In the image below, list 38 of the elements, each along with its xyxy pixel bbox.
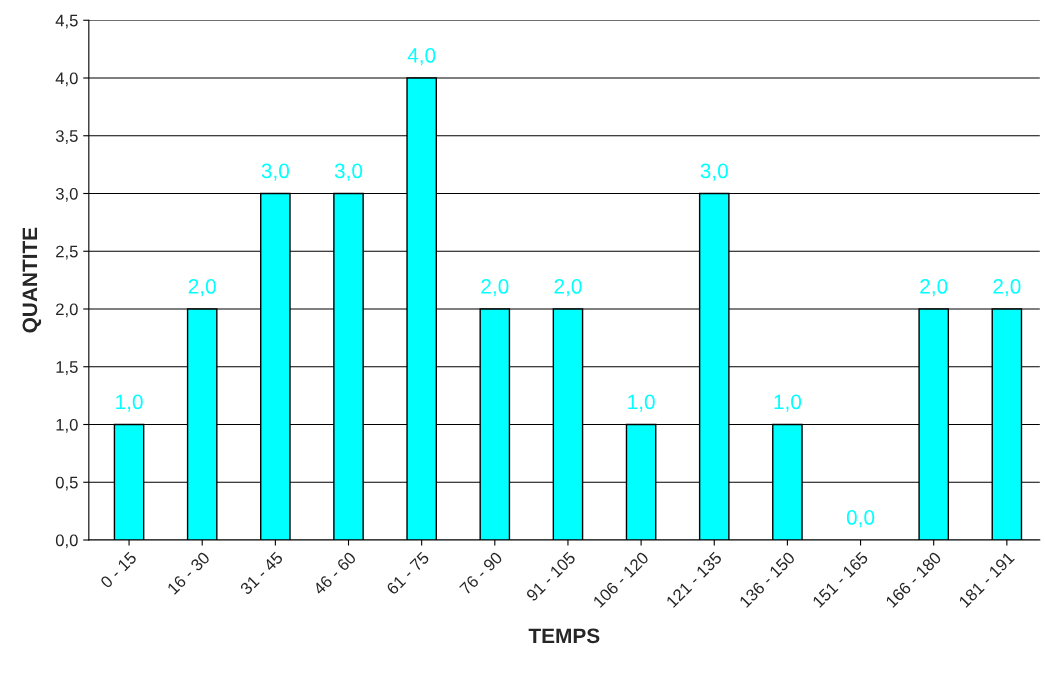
text: 4,0 bbox=[407, 48, 436, 66]
x-tick-label: 151 - 165 bbox=[811, 551, 869, 608]
x-tick-label: 61 - 75 bbox=[385, 551, 430, 596]
y-tick-label: 1,5 bbox=[56, 361, 78, 375]
x-tick-label: 91 - 105 bbox=[525, 551, 577, 602]
y-tick-label: 4,5 bbox=[55, 14, 78, 29]
text: 3,0 bbox=[261, 163, 290, 181]
y-tick-label: 3,0 bbox=[55, 187, 78, 202]
x-tick-label: 136 - 150 bbox=[738, 551, 796, 608]
y-axis-title: QUANTITE bbox=[22, 227, 42, 333]
y-tick-label: 0,0 bbox=[55, 534, 78, 549]
y-tick-label: 2,0 bbox=[56, 303, 78, 318]
y-tick-label: 4,0 bbox=[55, 72, 78, 87]
text: 2,0 bbox=[993, 279, 1021, 297]
y-tick-label: 1,0 bbox=[56, 418, 78, 433]
x-tick-label: 181 - 191 bbox=[958, 551, 1015, 608]
text: 2,0 bbox=[554, 279, 582, 297]
y-tick-label: 2,5 bbox=[56, 245, 78, 260]
x-axis-title: TEMPS bbox=[528, 628, 600, 644]
x-tick-label: 121 - 135 bbox=[665, 551, 723, 608]
x-tick-label: 16 - 30 bbox=[166, 551, 211, 595]
text: 1,0 bbox=[774, 394, 802, 412]
x-tick-label: 31 - 45 bbox=[239, 551, 284, 596]
y-tick-label: 3,5 bbox=[55, 130, 78, 144]
x-tick-label: 166 - 180 bbox=[885, 551, 942, 608]
x-tick-label: 76 - 90 bbox=[459, 551, 504, 596]
text: 2,0 bbox=[920, 279, 948, 297]
text: 0,0 bbox=[846, 510, 875, 528]
text: 2,0 bbox=[188, 279, 216, 297]
text: 2,0 bbox=[481, 279, 509, 297]
text: 1,0 bbox=[628, 394, 655, 412]
text: 3,0 bbox=[700, 163, 728, 181]
y-tick-label: 0,5 bbox=[55, 476, 78, 491]
text: 1,0 bbox=[116, 394, 143, 412]
x-tick-label: 0 - 15 bbox=[99, 551, 138, 589]
x-tick-label: 46 - 60 bbox=[312, 551, 357, 596]
x-tick-label: 106 - 120 bbox=[592, 551, 650, 608]
text: 3,0 bbox=[334, 163, 363, 181]
